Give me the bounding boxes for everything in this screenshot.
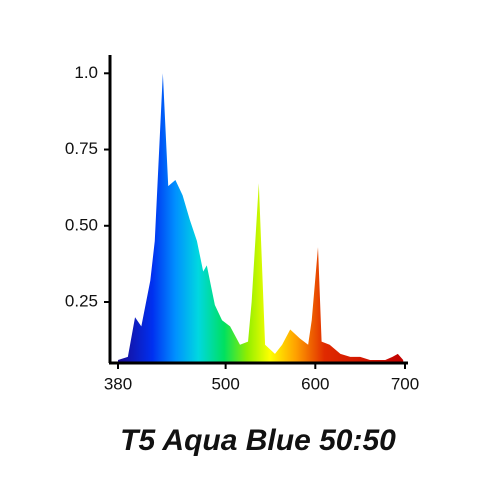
x-tick-label: 700 bbox=[391, 374, 419, 393]
y-tick-label: 0.25 bbox=[65, 291, 98, 310]
x-tick-label: 600 bbox=[301, 374, 329, 393]
y-tick-label: 0.75 bbox=[65, 139, 98, 158]
plot-area bbox=[118, 73, 404, 363]
chart-title: T5 Aqua Blue 50:50 bbox=[120, 424, 396, 457]
spectrum-area bbox=[118, 73, 404, 363]
x-tick-label: 500 bbox=[211, 374, 239, 393]
y-tick-label: 1.0 bbox=[74, 63, 98, 82]
y-tick-label: 0.50 bbox=[65, 215, 98, 234]
x-tick-label: 380 bbox=[104, 374, 132, 393]
